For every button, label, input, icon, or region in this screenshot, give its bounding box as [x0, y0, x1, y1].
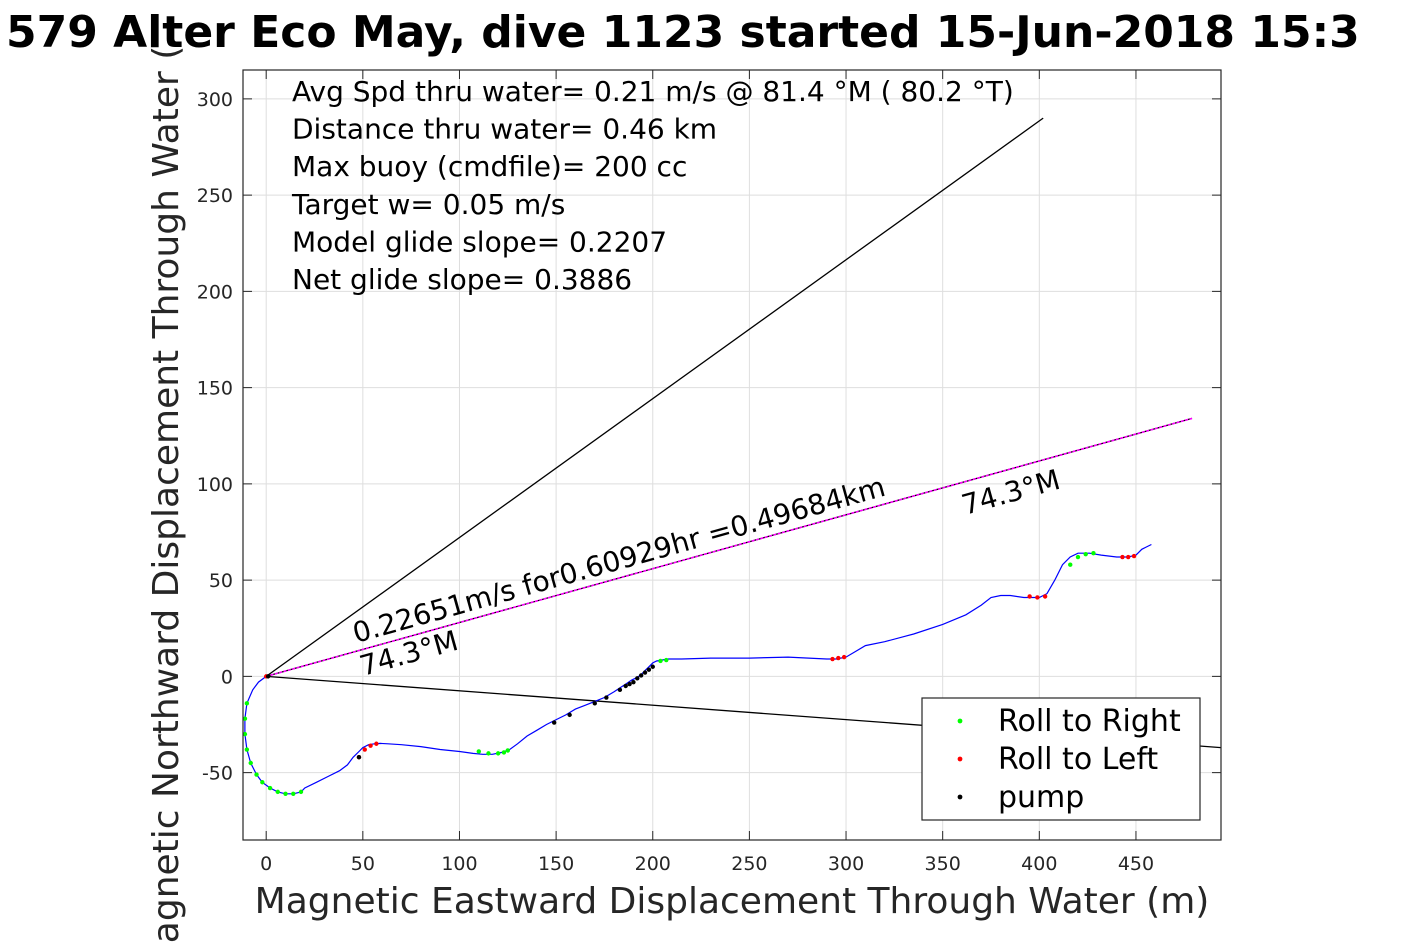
pump-point — [631, 679, 636, 685]
roll-to-right-point — [283, 791, 288, 796]
x-tick-label: 100 — [441, 853, 477, 875]
x-tick-label: 450 — [1118, 853, 1154, 875]
y-tick-label: 50 — [209, 570, 233, 592]
roll-to-right-point — [267, 785, 273, 791]
roll-to-left-point — [1120, 554, 1125, 560]
x-tick-label: 400 — [1021, 853, 1057, 875]
pump-point — [356, 755, 362, 760]
pump-point — [604, 695, 609, 700]
roll-to-right-point — [664, 657, 669, 663]
roll-to-right-point — [476, 749, 482, 754]
legend-marker-roll-to-right — [957, 718, 963, 724]
y-tick-label: 300 — [197, 89, 233, 111]
x-tick-label: 50 — [351, 853, 375, 875]
y-tick-label: 0 — [221, 666, 233, 688]
y-tick-label: -50 — [202, 763, 233, 785]
legend-label: Roll to Right — [998, 704, 1181, 739]
roll-to-left-point — [1042, 594, 1048, 599]
stats-line: Net glide slope= 0.3886 — [292, 263, 632, 296]
stats-line: Model glide slope= 0.2207 — [292, 225, 667, 258]
roll-to-left-point — [841, 654, 847, 660]
roll-to-right-point — [254, 772, 259, 777]
roll-to-right-point — [242, 716, 248, 721]
stats-block: Avg Spd thru water= 0.21 m/s @ 81.4 °M (… — [291, 75, 1014, 296]
y-axis-label: Magnetic Northward Displacement Through … — [146, 46, 187, 945]
y-tick-label: 250 — [197, 185, 233, 207]
roll-to-left-point — [368, 743, 373, 748]
reference-line-1 — [265, 117, 1044, 677]
axes-frame — [242, 69, 1222, 841]
x-tick-label: 200 — [635, 853, 671, 875]
reference-lines — [265, 117, 1221, 749]
legend-marker-pump — [957, 794, 963, 800]
stats-line: Target w= 0.05 m/s — [291, 188, 565, 221]
roll-to-right-point — [244, 747, 250, 752]
roll-to-right-point — [1068, 562, 1073, 567]
pump-point — [646, 667, 652, 672]
pump-point — [592, 701, 597, 706]
current-vector-line — [265, 417, 1193, 678]
legend-label: pump — [998, 780, 1084, 815]
roll-to-right-point — [291, 791, 296, 796]
roll-to-right-point — [248, 760, 253, 766]
roll-to-right-point — [1075, 554, 1081, 560]
roll-to-right-point — [658, 658, 663, 664]
roll-to-right-point — [495, 751, 501, 756]
stats-line: Avg Spd thru water= 0.21 m/s @ 81.4 °M (… — [292, 75, 1014, 108]
roll-to-left-point — [1126, 554, 1131, 560]
pump-point — [650, 664, 655, 669]
y-tick-label: 100 — [197, 474, 233, 496]
roll-to-right-point — [260, 780, 265, 785]
roll-to-right-point — [501, 750, 507, 755]
legend-label: Roll to Left — [998, 742, 1158, 777]
pump-point — [642, 670, 648, 675]
stats-line: Max buoy (cmdfile)= 200 cc — [292, 150, 687, 183]
pump-point — [567, 712, 572, 718]
stats-line: Distance thru water= 0.46 km — [292, 113, 717, 146]
roll-to-left-point — [1131, 553, 1137, 559]
x-tick-label: 300 — [828, 853, 864, 875]
y-tick-label: 200 — [197, 281, 233, 303]
x-tick-label: 0 — [260, 853, 272, 875]
roll-to-left-point — [836, 655, 841, 661]
x-tick-label: 150 — [538, 853, 574, 875]
markers-layer — [242, 550, 1137, 796]
plot-area: 0 50 100 150 200 250 300 350 400 450 -50 0 50 100 150 2… — [197, 69, 1222, 875]
roll-to-left-point — [374, 741, 379, 746]
roll-to-left-point — [1035, 595, 1040, 600]
pump-point — [635, 676, 640, 681]
pump-point — [617, 687, 623, 693]
legend-marker-roll-to-left — [957, 756, 963, 762]
roll-to-left-point — [362, 747, 367, 752]
x-tick-label: 250 — [731, 853, 767, 875]
roll-to-right-point — [1083, 551, 1088, 557]
pump-point — [623, 683, 628, 689]
x-tick-label: 350 — [925, 853, 961, 875]
x-axis-label: Magnetic Eastward Displacement Through W… — [255, 881, 1210, 922]
chart-title: 579 Alter Eco May, dive 1123 started 15-… — [6, 7, 1360, 58]
axis-ticks: 0 50 100 150 200 250 300 350 400 450 -50 0 50 100 150 2… — [197, 70, 1221, 875]
roll-to-right-point — [242, 731, 248, 737]
roll-to-left-point — [1027, 594, 1032, 599]
y-tick-label: 150 — [197, 378, 233, 400]
pump-point — [265, 674, 271, 679]
roll-to-right-point — [486, 751, 491, 756]
roll-to-right-point — [275, 789, 280, 795]
roll-to-right-point — [505, 748, 510, 753]
pump-point — [638, 673, 644, 678]
roll-to-right-point — [244, 701, 250, 706]
roll-to-right-point — [298, 789, 304, 795]
pump-point — [627, 681, 632, 687]
legend-box — [921, 697, 1201, 821]
roll-to-right-point — [1091, 550, 1096, 556]
pump-point — [551, 720, 557, 725]
roll-to-left-point — [830, 656, 835, 662]
